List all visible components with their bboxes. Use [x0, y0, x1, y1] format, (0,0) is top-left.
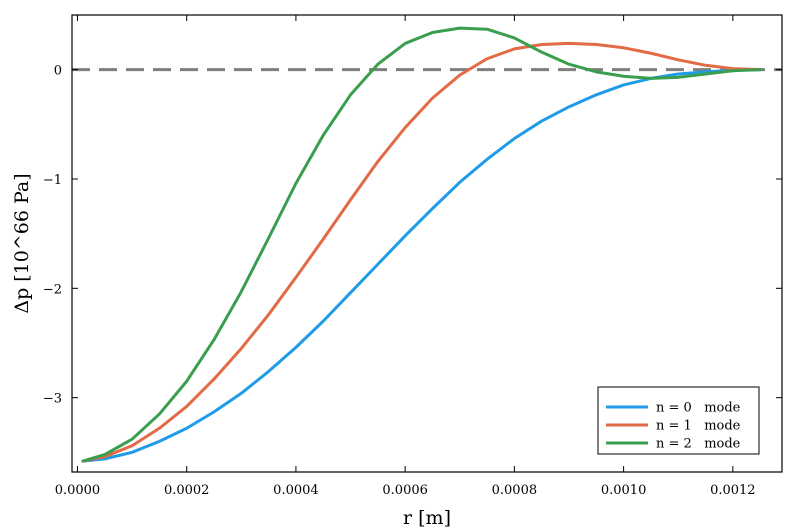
y-axis-label: Δp [10^66 Pa] — [11, 173, 33, 313]
x-tick-label: 0.0000 — [55, 483, 101, 498]
ticks: 0.0000 0.0002 0.0004 0.0006 0.0008 0.0010 0.00… — [43, 15, 782, 498]
y-tick-label: 0 — [54, 64, 62, 79]
x-axis-label: r [m] — [403, 507, 451, 529]
y-tick-label: −3 — [43, 392, 62, 407]
legend-entry-label: n = 1 mode — [656, 419, 741, 434]
legend-entry-label: n = 2 mode — [656, 437, 741, 452]
x-tick-label: 0.0012 — [710, 483, 756, 498]
plot-frame — [71, 14, 783, 473]
x-tick-label: 0.0002 — [164, 483, 210, 498]
legend: n = 0 mode n = 1 mode n = 2 mode — [597, 386, 760, 455]
x-tick-label: 0.0008 — [492, 483, 538, 498]
legend-entry-label: n = 0 mode — [656, 401, 741, 416]
series-line-n1 — [81, 41, 762, 463]
plot-area — [72, 26, 782, 463]
x-tick-label: 0.0006 — [382, 483, 428, 498]
y-tick-label: −2 — [43, 282, 62, 297]
y-tick-label: −1 — [43, 173, 62, 188]
x-tick-label: 0.0004 — [273, 483, 319, 498]
x-tick-label: 0.0010 — [601, 483, 647, 498]
series-line-n2 — [81, 26, 762, 463]
